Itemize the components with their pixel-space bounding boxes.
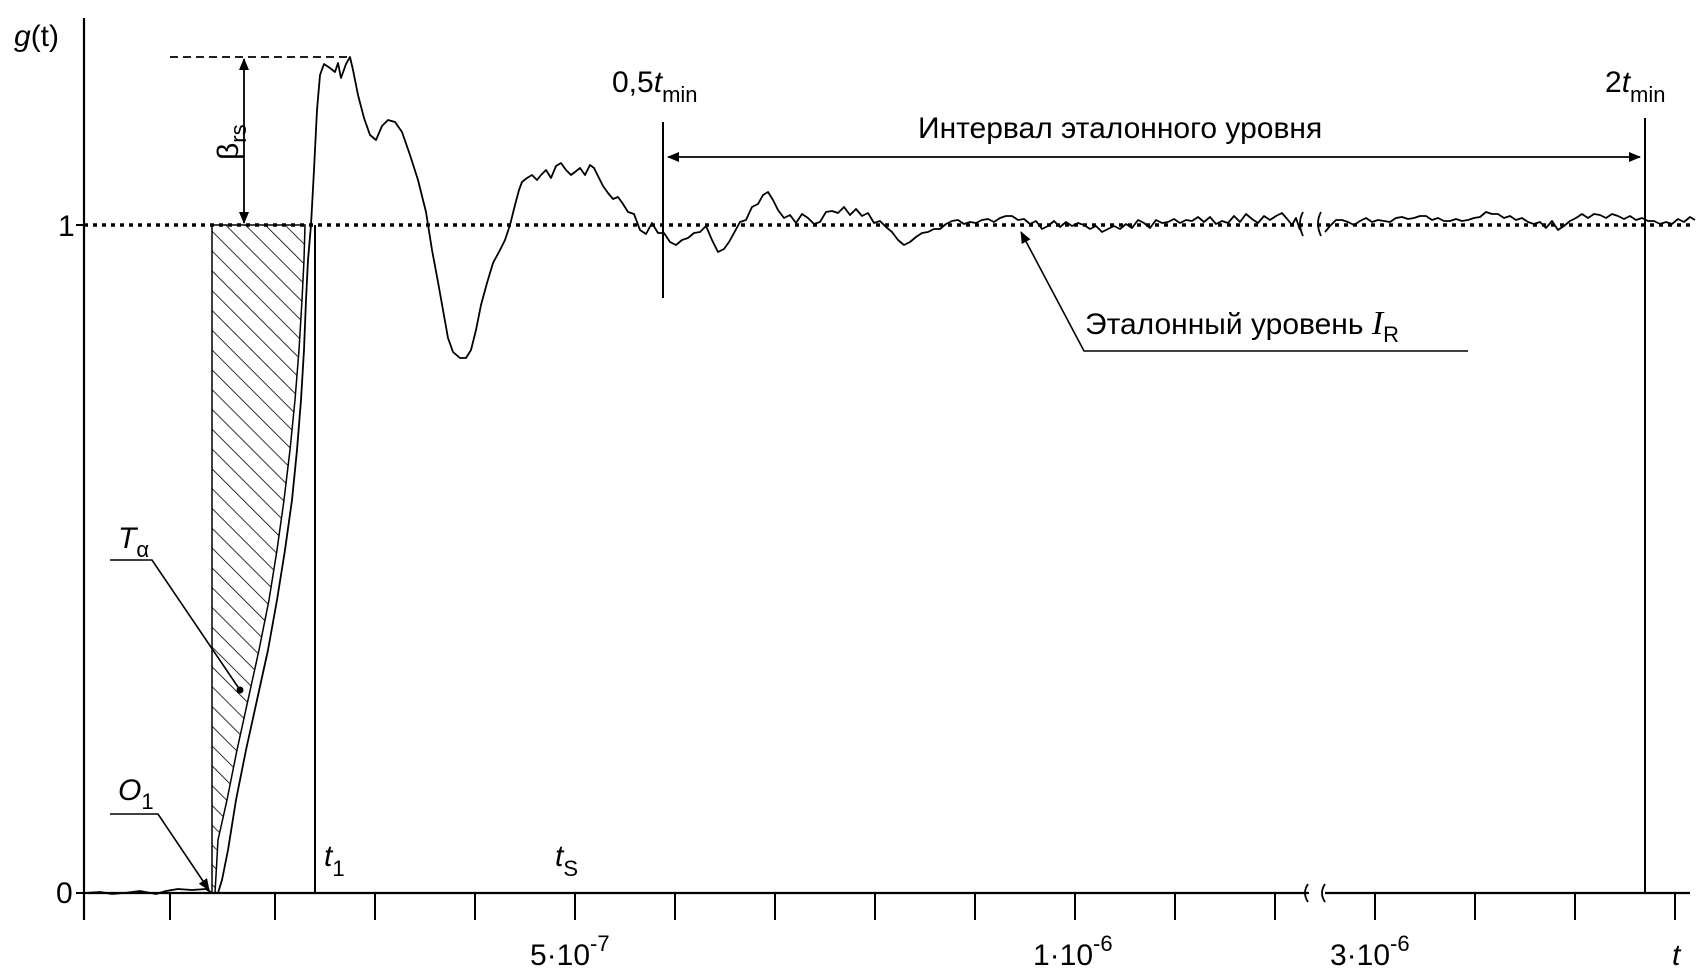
two-tmin-sub: min: [1630, 82, 1665, 107]
svg-text:2tmin: 2tmin: [1605, 66, 1665, 107]
svg-text:Tα: Tα: [118, 522, 149, 562]
y-axis-label-arg: (t): [31, 20, 59, 53]
svg-text:Эталонный уровень IR: Эталонный уровень IR: [1085, 305, 1399, 347]
ts-t: t: [555, 840, 565, 873]
svg-text:3·10-6: 3·10-6: [1330, 931, 1410, 972]
x-tick-label-b: 1·10: [1033, 939, 1093, 972]
t-alpha-leader: [110, 559, 241, 691]
o1-sub: 1: [141, 789, 153, 814]
o1-leader: [110, 813, 210, 891]
x-tick-label-b-exp: -6: [1093, 931, 1113, 956]
half-tmin-sub: min: [662, 82, 697, 107]
x-tick-label-a: 5·10: [530, 939, 590, 972]
t-alpha-letter: T: [118, 522, 139, 555]
t1-sub: 1: [332, 856, 344, 881]
y-tick-label-1: 1: [58, 210, 75, 243]
svg-text:5·10-7: 5·10-7: [530, 931, 610, 972]
t-alpha-point: [236, 686, 244, 694]
t-alpha-sub: α: [136, 537, 149, 562]
reference-level-leader: [1020, 231, 1468, 352]
x-axis-label: t: [1672, 939, 1682, 972]
x-tick-label-a-exp: -7: [590, 931, 610, 956]
interval-label: Интервал эталонного уровня: [918, 112, 1322, 145]
reference-level-symbol: I: [1371, 305, 1385, 342]
response-curve-after-break: [1324, 211, 1696, 233]
svg-text:βrs: βrs: [212, 124, 251, 160]
x-tick-marks: [169, 893, 1676, 920]
svg-text:tS: tS: [555, 840, 578, 881]
x-tick-label-c: 3·10: [1330, 939, 1390, 972]
half-tmin-t: t: [654, 66, 664, 99]
svg-text:O1: O1: [118, 774, 154, 814]
two-tmin-t: t: [1622, 66, 1632, 99]
ts-sub: S: [563, 856, 578, 881]
curve-break-mark: [1299, 211, 1322, 237]
svg-text:1·10-6: 1·10-6: [1033, 931, 1113, 972]
svg-text:g(t): g(t): [14, 20, 59, 53]
beta-rs-symbol: β: [212, 143, 245, 160]
reference-level-sub: R: [1383, 322, 1399, 347]
two-tmin-prefix: 2: [1605, 66, 1622, 99]
svg-text:0,5tmin: 0,5tmin: [612, 66, 698, 107]
half-tmin-prefix: 0,5: [612, 66, 654, 99]
o1-letter: O: [118, 774, 141, 807]
svg-text:t1: t1: [324, 840, 345, 881]
t1-t: t: [324, 840, 334, 873]
x-axis-break-mark: [1304, 883, 1326, 903]
y-tick-label-0: 0: [56, 877, 73, 910]
t-alpha-hatched-area: [211, 224, 306, 894]
beta-rs-subscript: rs: [226, 124, 251, 142]
response-curve: [83, 56, 1301, 895]
reference-level-text: Эталонный уровень: [1085, 308, 1372, 341]
y-axis-label-letter: g: [14, 20, 31, 53]
x-tick-label-c-exp: -6: [1390, 931, 1410, 956]
